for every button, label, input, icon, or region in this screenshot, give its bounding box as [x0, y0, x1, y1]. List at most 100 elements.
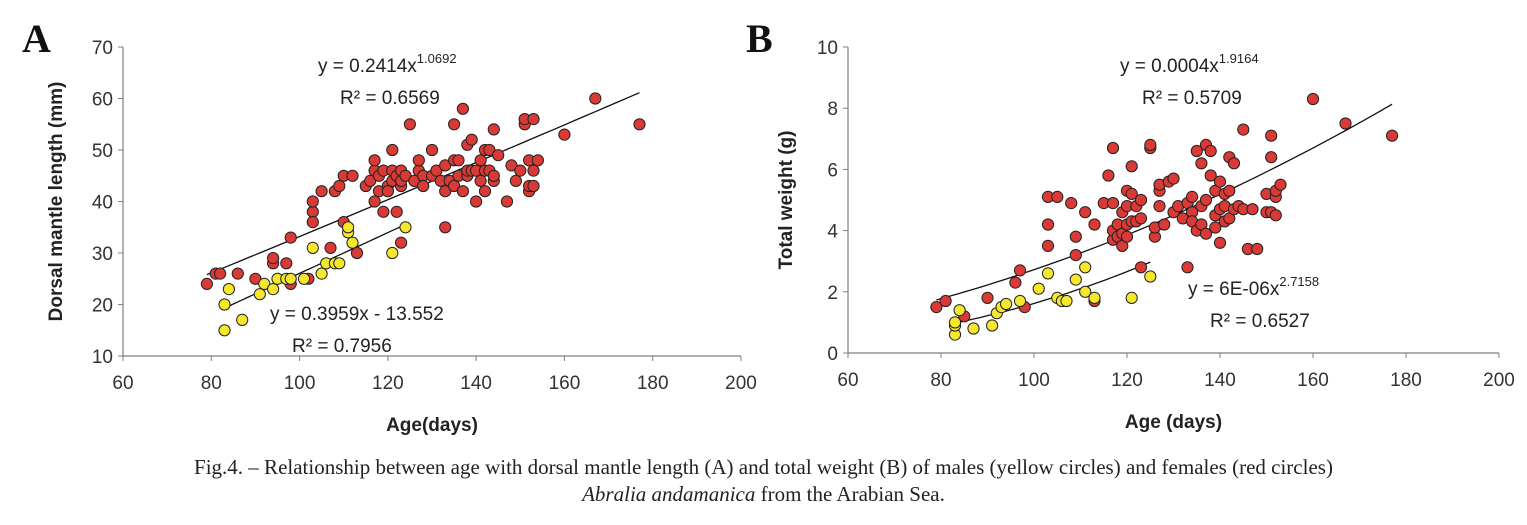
data-point-females	[306, 205, 319, 218]
y-tick-label: 50	[92, 141, 113, 162]
data-point-females	[456, 185, 469, 198]
data-point-females	[474, 174, 487, 187]
data-point-males	[297, 272, 311, 285]
data-point-females	[1251, 242, 1264, 256]
y-tick-label: 6	[827, 160, 838, 181]
data-point-males	[333, 257, 346, 270]
trendline-females	[936, 103, 1393, 301]
data-point-females	[527, 113, 540, 126]
data-point-females	[514, 164, 527, 177]
data-point-females	[333, 179, 346, 193]
data-point-females	[280, 257, 293, 270]
data-point-females	[509, 174, 523, 187]
data-point-females	[1125, 187, 1138, 200]
data-point-females	[1041, 239, 1055, 252]
y-tick-label: 10	[92, 347, 113, 368]
data-point-females	[1013, 264, 1027, 277]
y-axis-title: Dorsal mantle length (mm)	[46, 82, 67, 322]
y-tick-label: 8	[827, 99, 838, 120]
data-point-females	[324, 241, 337, 254]
trendline-r2-females: R² = 0.6569	[340, 88, 440, 109]
data-point-females	[981, 291, 994, 304]
data-point-males	[1069, 273, 1082, 286]
data-point-females	[492, 149, 505, 162]
x-tick-label: 200	[725, 373, 757, 394]
x-tick-label: 100	[1018, 370, 1050, 391]
trendline-equation-females: y = 0.2414x1.0692	[318, 51, 457, 77]
figure-caption-line-1: Fig.4. – Relationship between age with d…	[194, 455, 1333, 479]
data-point-males	[1032, 282, 1045, 295]
x-tick-label: 180	[1390, 370, 1422, 391]
x-tick-label: 140	[1204, 370, 1236, 391]
data-point-males	[1000, 297, 1013, 311]
data-point-females	[487, 123, 500, 136]
data-point-males	[1079, 285, 1092, 298]
x-tick-label: 180	[637, 373, 669, 394]
data-point-females	[1181, 261, 1194, 274]
panel-a-chart: A 10 20 30 40 50 60 70 60 80 100 120 140 160 180 200 Age…	[22, 16, 757, 436]
panel-label: B	[746, 16, 773, 61]
data-point-males	[1041, 267, 1055, 280]
data-point-females	[368, 154, 381, 167]
data-point-males	[218, 324, 231, 337]
data-point-females	[470, 195, 483, 208]
data-point-females	[381, 185, 394, 198]
data-point-males	[1079, 261, 1092, 274]
y-tick-label: 40	[92, 193, 113, 214]
data-point-females	[417, 179, 430, 193]
data-point-males	[986, 319, 999, 332]
data-point-females	[403, 118, 416, 131]
data-point-females	[1134, 193, 1148, 207]
data-point-males	[1060, 294, 1073, 308]
data-point-females	[1274, 178, 1287, 191]
data-point-females	[1204, 144, 1217, 158]
data-point-males	[1013, 294, 1027, 308]
data-point-females	[1041, 218, 1055, 231]
data-point-males	[267, 283, 280, 296]
y-tick-label: 10	[817, 38, 838, 59]
data-point-females	[478, 185, 492, 198]
data-point-females	[633, 118, 646, 131]
data-point-females	[377, 205, 390, 218]
x-tick-label: 200	[1483, 370, 1515, 391]
data-point-females	[1120, 230, 1134, 243]
data-point-females	[465, 133, 478, 146]
data-point-males	[1088, 291, 1101, 304]
data-point-females	[214, 267, 227, 280]
data-point-females	[1265, 151, 1278, 164]
y-tick-label: 4	[827, 222, 838, 243]
trendline-equation-females: y = 0.0004x1.9164	[1120, 51, 1259, 77]
trendline-r2-females: R² = 0.5709	[1142, 88, 1242, 109]
data-point-females	[1125, 160, 1138, 173]
data-point-females	[558, 128, 571, 141]
data-point-females	[1106, 197, 1120, 210]
data-point-females	[505, 159, 518, 172]
data-point-females	[1306, 92, 1320, 106]
data-point-males	[948, 316, 962, 329]
data-point-females	[1186, 190, 1199, 203]
data-point-females	[386, 143, 399, 157]
data-point-females	[531, 154, 545, 167]
data-point-females	[1069, 249, 1082, 262]
data-point-females	[1204, 169, 1217, 182]
data-point-females	[448, 118, 461, 131]
data-point-females	[306, 216, 319, 229]
data-point-females	[1237, 123, 1250, 136]
data-point-females	[412, 154, 425, 167]
data-point-females	[267, 252, 280, 265]
data-point-females	[439, 221, 452, 234]
x-tick-label: 160	[549, 373, 581, 394]
data-point-females	[231, 267, 244, 280]
y-tick-label: 70	[92, 38, 113, 59]
data-point-females	[939, 294, 952, 308]
y-tick-label: 0	[827, 344, 838, 365]
x-tick-label: 120	[372, 373, 404, 394]
x-tick-label: 140	[460, 373, 492, 394]
data-point-males	[1144, 270, 1157, 283]
y-tick-label: 2	[827, 283, 838, 304]
data-point-females	[1265, 129, 1278, 142]
data-point-males	[953, 304, 966, 317]
species-name: Abralia andamanica	[582, 482, 756, 506]
data-point-males	[253, 288, 266, 301]
